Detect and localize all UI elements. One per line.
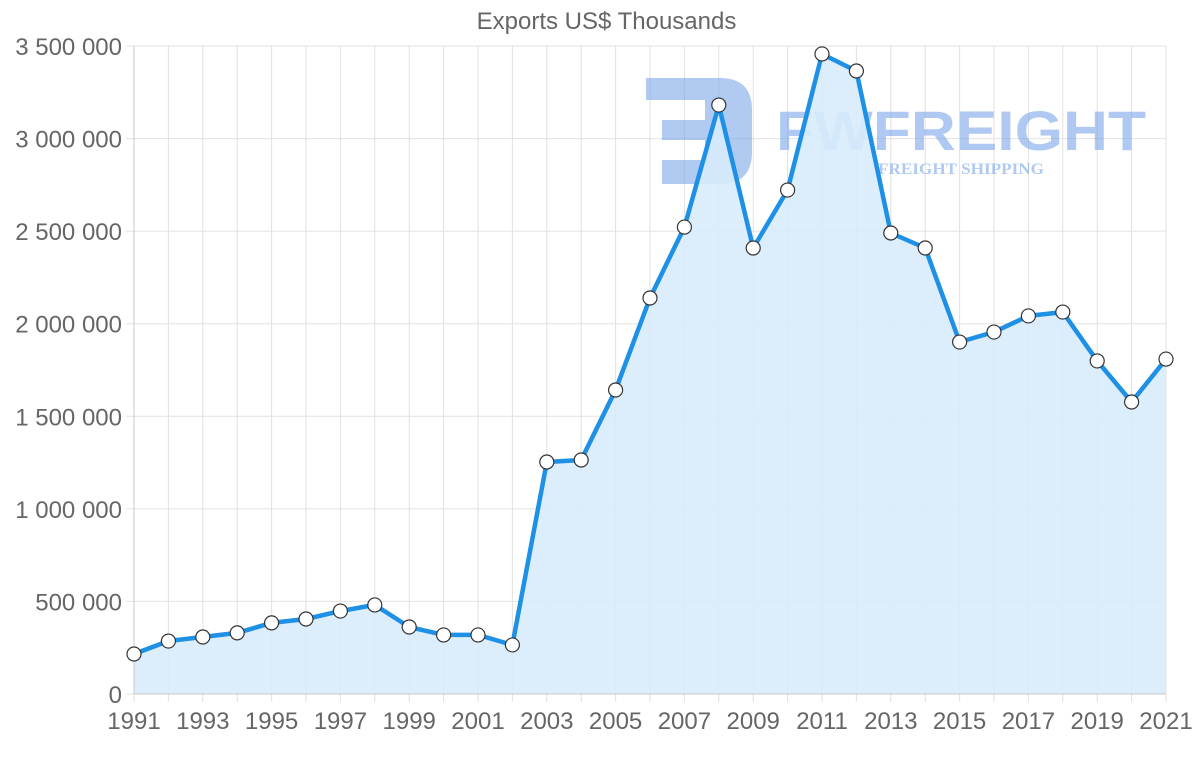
data-point[interactable] [126,646,142,662]
x-tick-label: 1999 [383,708,436,735]
x-tick-label: 2007 [658,708,711,735]
x-tick-label: 2003 [520,708,573,735]
data-point[interactable] [745,240,761,256]
data-point[interactable] [848,63,865,79]
data-point[interactable] [1089,353,1105,369]
data-point[interactable] [195,629,211,645]
y-tick-label: 500 000 [35,589,122,616]
x-tick-label: 1995 [245,708,298,735]
y-tick-label: 3 500 000 [15,34,122,61]
area-fill [134,54,1166,694]
x-tick-label: 2019 [1071,708,1124,735]
data-point[interactable] [711,97,727,113]
y-tick-label: 2 500 000 [15,219,122,246]
data-point[interactable] [160,633,176,649]
data-point[interactable] [1055,304,1071,320]
y-axis-labels: 0 500 000 1 000 000 1 500 000 2 000 000 2 500… [15,34,122,709]
data-point[interactable] [573,452,589,468]
x-tick-label: 1991 [107,708,160,735]
data-point[interactable] [779,182,796,198]
x-tick-label: 1997 [314,708,367,735]
x-tick-label: 2011 [796,708,848,735]
x-tick-label: 2017 [1002,708,1055,735]
data-point[interactable] [1158,351,1174,367]
y-tick-label: 1 500 000 [15,404,122,431]
x-tick-label: 2001 [451,708,504,735]
data-point[interactable] [367,597,383,613]
axes [133,46,1166,695]
chart-title: Exports US$ Thousands [476,8,737,35]
x-tick-label: 1993 [176,708,229,735]
x-tick-label: 2005 [589,708,642,735]
data-point[interactable] [1020,308,1037,324]
y-tick-label: 3 000 000 [15,127,122,154]
data-point[interactable] [539,454,555,470]
data-point[interactable] [229,625,245,641]
data-point[interactable] [607,382,624,398]
data-point[interactable] [470,627,486,643]
x-tick-label: 2015 [933,708,986,735]
data-point[interactable] [814,46,830,62]
data-point[interactable] [298,611,314,627]
x-tick-label: 2013 [864,708,917,735]
data-point[interactable] [642,290,658,306]
data-point[interactable] [883,225,899,241]
x-tick-label: 2009 [727,708,780,735]
data-point[interactable] [1123,394,1140,410]
data-point[interactable] [332,603,348,619]
data-point[interactable] [401,619,417,635]
y-tick-label: 0 [109,682,122,709]
data-point[interactable] [504,637,521,653]
x-axis-labels: 1991 1993 1995 1997 1999 2001 2003 2005 2007 2009… [107,708,1192,735]
data-point[interactable] [951,334,968,350]
x-tick-label: 2021 [1139,708,1192,735]
data-point[interactable] [986,324,1002,340]
data-point[interactable] [264,615,280,631]
y-tick-label: 2 000 000 [15,312,122,339]
data-point[interactable] [676,219,693,235]
y-tick-label: 1 000 000 [15,497,122,524]
data-point[interactable] [436,627,452,643]
data-points [126,46,1174,662]
data-point[interactable] [917,240,933,256]
watermark-tagline: FREIGHT SHIPPING [878,161,1045,178]
